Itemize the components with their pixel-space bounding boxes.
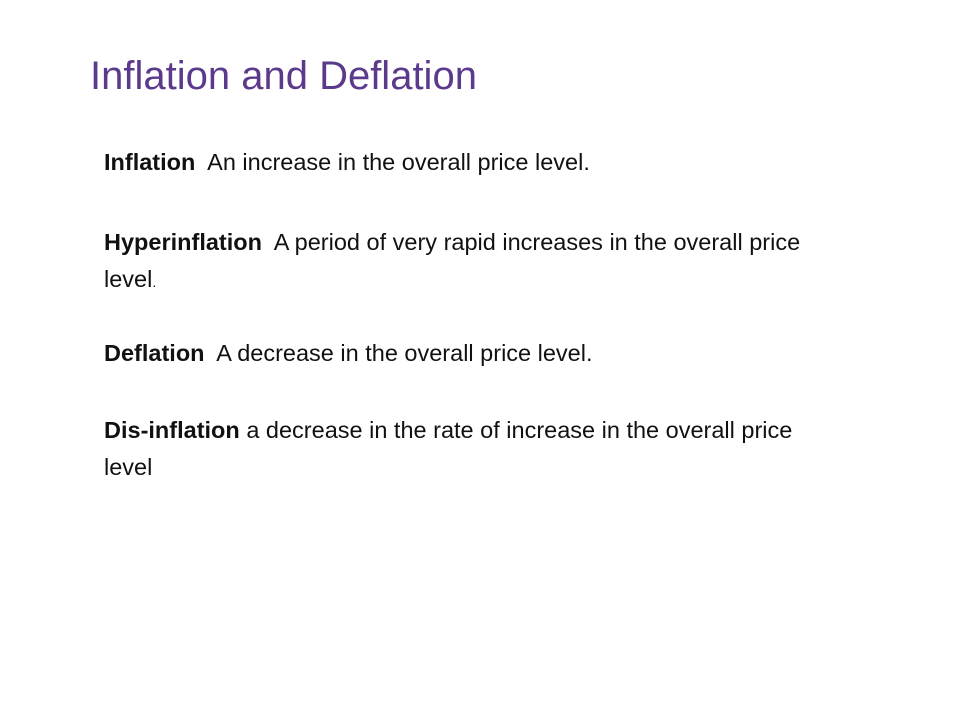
slide-title: Inflation and Deflation <box>90 54 477 98</box>
definition-text: An increase in the overall price level. <box>207 149 590 175</box>
definition-term: Dis-inflation <box>104 417 240 443</box>
definition-deflation: Deflation A decrease in the overall pric… <box>104 335 864 372</box>
definition-disinflation: Dis-inflation a decrease in the rate of … <box>104 412 834 486</box>
definition-hyperinflation: Hyperinflation A period of very rapid in… <box>104 224 834 301</box>
definition-period: . <box>152 274 157 290</box>
definition-text: A period of very rapid increases in the … <box>104 229 801 292</box>
definition-text: A decrease in the overall price level. <box>216 340 593 366</box>
definition-inflation: Inflation An increase in the overall pri… <box>104 144 864 181</box>
definition-term: Hyperinflation <box>104 229 262 255</box>
definition-term: Inflation <box>104 149 196 175</box>
definition-text: a decrease in the rate of increase in th… <box>104 417 793 480</box>
definition-term: Deflation <box>104 340 205 366</box>
